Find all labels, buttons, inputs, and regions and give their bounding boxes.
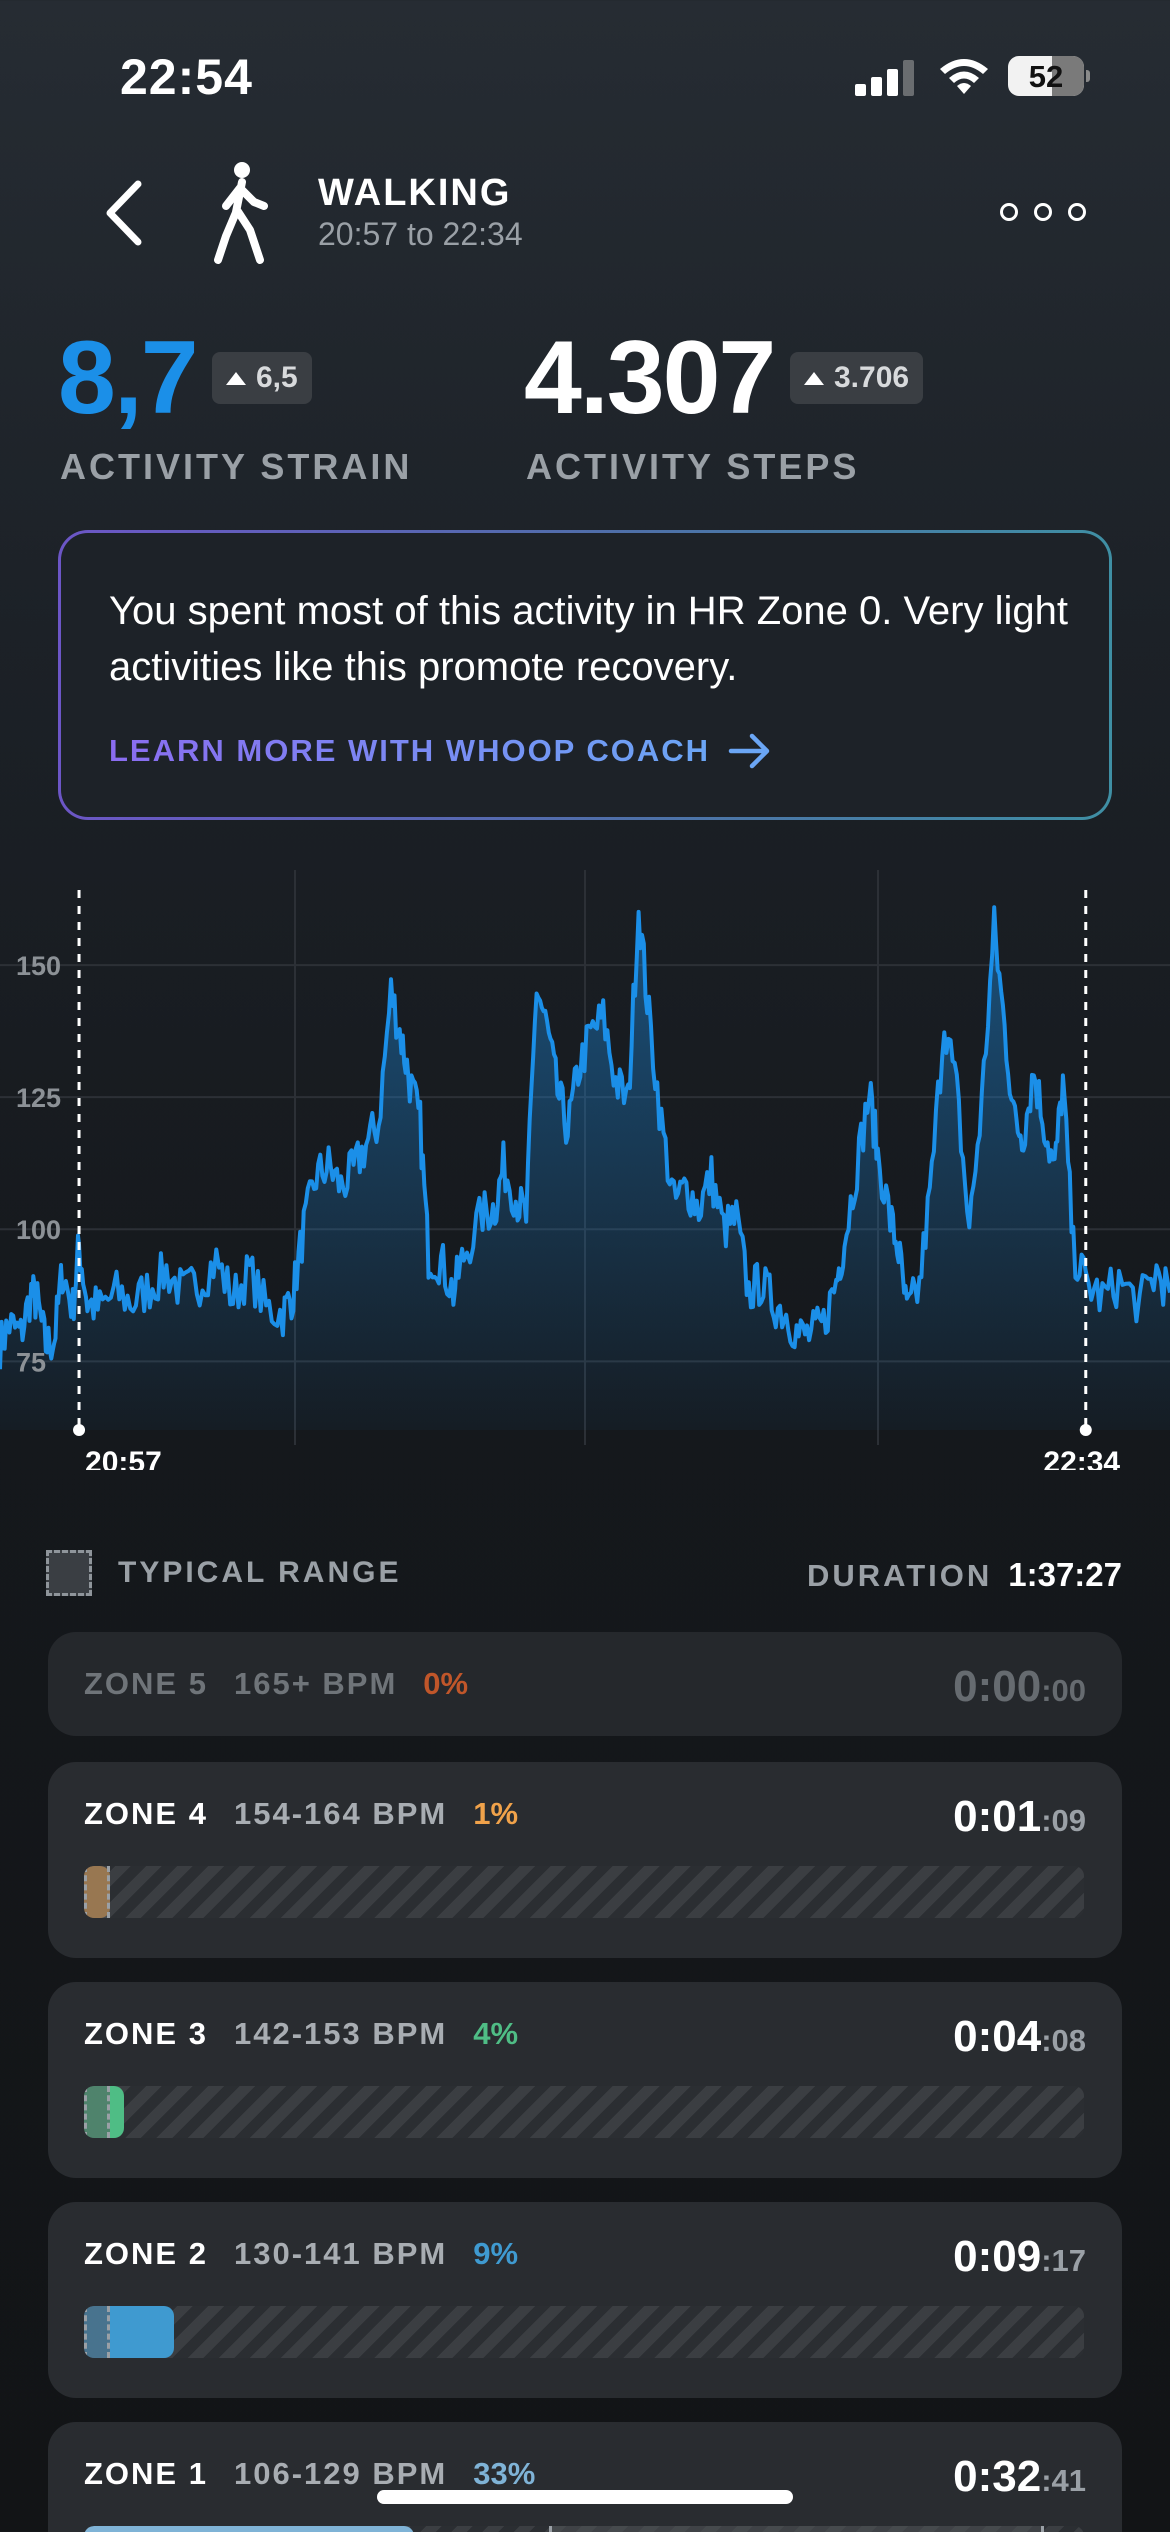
zone-time-seconds: :00 (1041, 1673, 1086, 1708)
activity-end-dot (1079, 1424, 1092, 1436)
zone-bpm: 106-129 BPM (233, 2456, 448, 2491)
walking-icon (214, 162, 268, 264)
zone-time-seconds: :41 (1041, 2463, 1086, 2498)
zone-percent: 9% (473, 2236, 519, 2271)
zone-time-minutes: 0:04 (953, 2012, 1042, 2061)
zone-bpm: 165+ BPM (233, 1666, 398, 1701)
up-triangle-icon (804, 371, 824, 385)
home-indicator[interactable] (377, 2490, 793, 2504)
zone-time-seconds: :17 (1041, 2243, 1086, 2278)
zone-name: ZONE 4 (84, 1796, 208, 1831)
wifi-icon (940, 59, 988, 94)
strain-delta-value: 6,5 (256, 361, 298, 394)
activity-strain-label: ACTIVITY STRAIN (60, 446, 413, 487)
back-chevron-icon[interactable] (100, 178, 148, 248)
heart-rate-line (0, 905, 1170, 1370)
duration: DURATION 1:37:27 (807, 1556, 1122, 1594)
zone-time-minutes: 0:09 (953, 2232, 1042, 2281)
strain-delta-badge: 6,5 (212, 352, 312, 404)
zone-progress-track (84, 1866, 1084, 1918)
zone-2-card[interactable]: ZONE 2 130-141 BPM 9% 0:09 :17 (48, 2202, 1122, 2398)
cellular-signal-icon (855, 60, 915, 96)
zone-time-minutes: 0:00 (953, 1662, 1042, 1711)
up-triangle-icon (226, 371, 246, 385)
zone-5-card[interactable]: ZONE 5 165+ BPM 0% 0:00 :00 (48, 1632, 1122, 1736)
zone-progress-track (84, 2086, 1084, 2138)
battery-icon: 52 (1008, 56, 1090, 96)
zone-name: ZONE 1 (84, 2456, 208, 2491)
heart-rate-area (0, 907, 1170, 1430)
steps-delta-value: 3.706 (834, 361, 910, 394)
zone-time-seconds: :09 (1041, 1803, 1086, 1838)
coach-insight-text: You spent most of this activity in HR Zo… (109, 589, 1068, 689)
zone-progress-track (84, 2526, 1084, 2532)
arrow-right-icon (728, 733, 770, 769)
learn-more-coach-link[interactable]: LEARN MORE WITH WHOOP COACH (109, 731, 772, 771)
activity-strain-value: 8,7 (58, 320, 199, 436)
zone-time-minutes: 0:32 (953, 2452, 1042, 2501)
zone-name: ZONE 2 (84, 2236, 208, 2271)
typical-range-marker (549, 2526, 1044, 2532)
zone-percent: 1% (473, 1796, 519, 1831)
duration-value: 1:37:27 (1008, 1556, 1122, 1593)
activity-time-range: 20:57 to 22:34 (318, 216, 523, 252)
coach-insight-card: You spent most of this activity in HR Zo… (58, 530, 1112, 820)
heart-rate-chart: 150 125 100 75 20:57 22:34 (0, 870, 1170, 1470)
y-tick-label: 75 (16, 1347, 46, 1377)
start-time-label: 20:57 (85, 1446, 162, 1470)
end-time-label: 22:34 (1043, 1446, 1120, 1470)
steps-delta-badge: 3.706 (790, 352, 924, 404)
y-tick-label: 100 (16, 1215, 61, 1245)
zone-bpm: 130-141 BPM (233, 2236, 448, 2271)
y-tick-label: 150 (16, 951, 61, 981)
y-tick-label: 125 (16, 1083, 61, 1113)
zone-bpm: 142-153 BPM (233, 2016, 448, 2051)
zone-time-seconds: :08 (1041, 2023, 1086, 2058)
zone-bpm: 154-164 BPM (233, 1796, 448, 1831)
typical-range-marker (84, 2086, 110, 2138)
zone-name: ZONE 5 (84, 1666, 208, 1701)
zone-name: ZONE 3 (84, 2016, 208, 2051)
zone-percent: 33% (473, 2456, 536, 2491)
battery-level: 52 (1028, 59, 1064, 94)
typical-range-icon (46, 1550, 92, 1596)
activity-steps-label: ACTIVITY STEPS (526, 446, 860, 487)
duration-label: DURATION (806, 1558, 993, 1593)
activity-title: WALKING (318, 172, 512, 214)
learn-more-coach-label: LEARN MORE WITH WHOOP COACH (109, 733, 711, 768)
typical-range-marker (84, 2306, 110, 2358)
typical-range-marker (84, 1866, 110, 1918)
activity-start-dot (73, 1424, 86, 1436)
more-options-icon[interactable] (1000, 200, 1086, 224)
zone-4-card[interactable]: ZONE 4 154-164 BPM 1% 0:01 :09 (48, 1762, 1122, 1958)
activity-steps-value: 4.307 (524, 320, 776, 436)
typical-range-label: TYPICAL RANGE (118, 1556, 402, 1589)
zone-percent: 0% (423, 1666, 469, 1701)
zone-percent: 4% (473, 2016, 519, 2051)
zone-time-minutes: 0:01 (953, 1792, 1042, 1841)
typical-range-legend: TYPICAL RANGE (46, 1550, 401, 1596)
zone-1-card[interactable]: ZONE 1 106-129 BPM 33% 0:32 :41 (48, 2422, 1122, 2532)
zone-progress-track (84, 2306, 1084, 2358)
zone-progress-fill (84, 2526, 414, 2532)
status-time: 22:54 (120, 49, 253, 105)
zone-3-card[interactable]: ZONE 3 142-153 BPM 4% 0:04 :08 (48, 1982, 1122, 2178)
